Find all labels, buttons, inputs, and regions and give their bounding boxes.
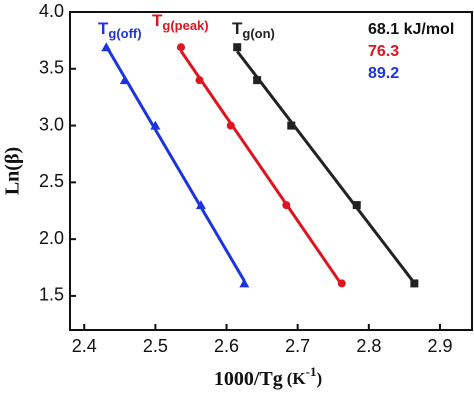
point	[233, 43, 242, 52]
point	[176, 43, 185, 52]
y-tick-label: 2.5	[39, 171, 64, 191]
point	[337, 279, 346, 288]
legend-name: T	[98, 19, 109, 38]
x-label-unit: (K	[287, 369, 307, 388]
plot-frame	[69, 11, 473, 331]
point	[352, 201, 361, 210]
legend-label: Tg(peak)	[152, 11, 209, 33]
legend-label: Tg(on)	[232, 19, 275, 41]
point	[195, 76, 204, 85]
x-tick-label: 2.9	[427, 336, 452, 356]
x-tick-label: 2.8	[356, 336, 381, 356]
point	[119, 75, 130, 85]
annotation: 89.2	[368, 65, 399, 82]
y-tick-label: 3.0	[39, 114, 64, 134]
y-tick-label: 3.5	[39, 58, 64, 78]
x-tick-label: 2.6	[214, 336, 239, 356]
x-label-main: 1000/Tg	[214, 368, 283, 390]
point	[226, 121, 235, 130]
fit-line	[179, 50, 344, 286]
legend-subscript: g(off)	[108, 26, 141, 41]
x-tick-label: 2.4	[72, 336, 97, 356]
fit-line	[104, 45, 246, 282]
x-label-close: )	[316, 369, 322, 388]
x-label-exp: -1	[306, 364, 317, 379]
fit-line	[236, 50, 416, 284]
y-axis-label: Ln(β)	[2, 147, 24, 195]
point	[410, 279, 419, 288]
point	[287, 121, 296, 130]
point	[195, 200, 206, 210]
y-tick-label: 2.0	[39, 228, 64, 248]
point	[282, 201, 291, 210]
point	[150, 120, 161, 130]
annotation: 76.3	[368, 43, 399, 60]
y-tick-label: 1.5	[39, 285, 64, 305]
x-axis-label: 1000/Tg (K-1)	[214, 364, 322, 390]
x-tick-label: 2.5	[143, 336, 168, 356]
y-tick-label: 4.0	[39, 1, 64, 21]
x-tick-label: 2.7	[285, 336, 310, 356]
annotation: 68.1 kJ/mol	[368, 21, 454, 38]
legend-label: Tg(off)	[98, 19, 142, 41]
legend-name: T	[152, 11, 163, 30]
legend-name: T	[232, 19, 243, 38]
point	[239, 278, 250, 288]
point	[101, 42, 112, 52]
legend-subscript: g(on)	[242, 26, 274, 41]
legend-subscript: g(peak)	[162, 18, 208, 33]
point	[253, 76, 262, 85]
